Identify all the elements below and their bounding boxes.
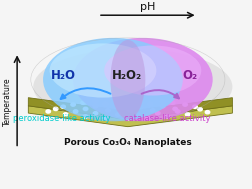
Circle shape bbox=[80, 101, 85, 104]
Circle shape bbox=[138, 106, 142, 109]
Circle shape bbox=[115, 106, 120, 109]
Circle shape bbox=[192, 105, 197, 108]
Circle shape bbox=[103, 102, 107, 106]
Ellipse shape bbox=[73, 38, 212, 121]
Circle shape bbox=[197, 108, 202, 111]
Ellipse shape bbox=[49, 43, 156, 98]
Ellipse shape bbox=[104, 46, 201, 95]
Ellipse shape bbox=[110, 40, 145, 119]
Polygon shape bbox=[28, 106, 232, 127]
Circle shape bbox=[125, 117, 130, 120]
Circle shape bbox=[160, 100, 164, 103]
Polygon shape bbox=[28, 98, 232, 119]
Circle shape bbox=[204, 111, 209, 114]
Circle shape bbox=[165, 115, 169, 118]
Circle shape bbox=[138, 101, 142, 104]
Text: peroxidase-like activity: peroxidase-like activity bbox=[13, 114, 110, 123]
Text: O₂: O₂ bbox=[182, 69, 197, 82]
Circle shape bbox=[53, 107, 58, 111]
Text: H₂O₂: H₂O₂ bbox=[111, 69, 141, 82]
Circle shape bbox=[115, 101, 120, 104]
Circle shape bbox=[125, 103, 130, 106]
Circle shape bbox=[83, 107, 87, 111]
Circle shape bbox=[93, 112, 97, 115]
Text: catalase-like activity: catalase-like activity bbox=[124, 114, 210, 123]
Circle shape bbox=[93, 100, 97, 103]
Circle shape bbox=[63, 113, 68, 116]
Ellipse shape bbox=[43, 38, 182, 121]
Text: Porous Co₃O₄ Nanoplates: Porous Co₃O₄ Nanoplates bbox=[64, 138, 191, 147]
Text: H₂O: H₂O bbox=[50, 69, 75, 82]
Circle shape bbox=[46, 110, 50, 113]
Circle shape bbox=[185, 113, 189, 116]
Circle shape bbox=[175, 110, 179, 113]
Circle shape bbox=[182, 103, 187, 106]
Circle shape bbox=[150, 109, 154, 112]
Text: pH: pH bbox=[140, 2, 155, 12]
Circle shape bbox=[105, 109, 110, 112]
Circle shape bbox=[103, 116, 107, 120]
Circle shape bbox=[61, 105, 65, 108]
Ellipse shape bbox=[33, 49, 232, 125]
Circle shape bbox=[160, 105, 164, 108]
Circle shape bbox=[83, 115, 87, 118]
Circle shape bbox=[170, 101, 174, 104]
Circle shape bbox=[115, 113, 120, 116]
Circle shape bbox=[71, 103, 75, 106]
Text: Temperature: Temperature bbox=[3, 77, 12, 126]
Circle shape bbox=[73, 110, 78, 113]
Circle shape bbox=[135, 113, 140, 116]
Circle shape bbox=[145, 116, 149, 120]
Circle shape bbox=[147, 102, 152, 106]
Circle shape bbox=[93, 105, 97, 108]
Circle shape bbox=[155, 112, 159, 115]
Circle shape bbox=[128, 109, 132, 112]
Circle shape bbox=[172, 107, 177, 111]
